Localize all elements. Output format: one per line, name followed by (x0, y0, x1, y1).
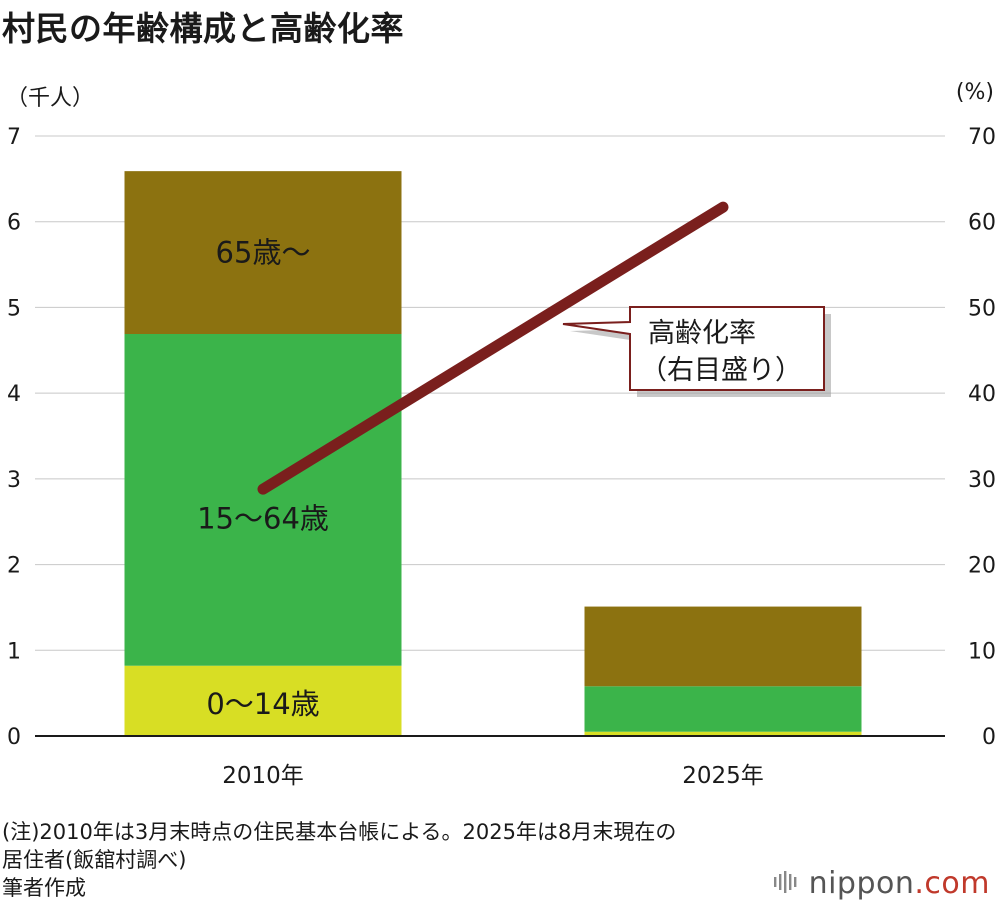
bar-segment-65-plus (124, 171, 402, 334)
footnote-line-2: 居住者(飯舘村調べ) (2, 848, 187, 872)
right-tick-label: 30 (968, 468, 996, 493)
right-tick-label: 40 (968, 382, 996, 407)
bar-segment-0-14 (584, 731, 862, 736)
left-tick-label: 5 (7, 296, 21, 321)
callout-line2: （右目盛り） (640, 355, 802, 386)
left-tick-label: 0 (7, 725, 21, 750)
left-axis-unit: （千人） (6, 86, 95, 111)
callout-box (562, 306, 825, 391)
chart-title: 村民の年齢構成と高齢化率 (2, 9, 404, 48)
bar-segment-15-64 (584, 686, 862, 732)
segment-label: 15〜64歳 (197, 501, 329, 535)
bar-segment-0-14 (124, 665, 402, 736)
footnote-line-1: (注)2010年は3月末時点の住民基本台帳による。2025年は8月末現在の (2, 820, 677, 844)
right-tick-label: 20 (968, 554, 996, 579)
left-tick-label: 3 (7, 468, 21, 493)
right-tick-label: 70 (968, 125, 996, 150)
left-tick-label: 4 (7, 382, 21, 407)
footnote-line-3: 筆者作成 (2, 876, 86, 900)
aging-rate-callout: 高齢化率 （右目盛り） (562, 306, 831, 397)
segment-label: 65歳〜 (216, 236, 311, 270)
right-tick-label: 50 (968, 296, 996, 321)
right-axis-unit: (%) (955, 80, 994, 105)
bars: 0〜14歳 15〜64歳 65歳〜 (124, 171, 862, 736)
bar-segment-15-64 (124, 334, 402, 666)
callout-line1: 高齢化率 (648, 318, 756, 349)
category-label: 2010年 (222, 763, 304, 789)
sound-bars-icon (773, 871, 796, 893)
aging-rate-segment (257, 201, 729, 495)
segment-label: 0〜14歳 (206, 687, 319, 721)
category-label: 2025年 (682, 763, 764, 789)
aging-rate-line (257, 201, 729, 495)
logo-name: nippon (808, 866, 915, 901)
left-tick-label: 7 (7, 125, 21, 150)
nippon-logo: nippon.com (773, 866, 990, 901)
left-tick-label: 2 (7, 554, 21, 579)
right-tick-label: 0 (982, 725, 996, 750)
logo-domain: .com (914, 866, 990, 901)
left-tick-label: 6 (7, 211, 21, 236)
bar-segment-65-plus (584, 606, 862, 687)
right-tick-label: 60 (968, 211, 996, 236)
right-tick-label: 10 (968, 639, 996, 664)
left-tick-label: 1 (7, 639, 21, 664)
